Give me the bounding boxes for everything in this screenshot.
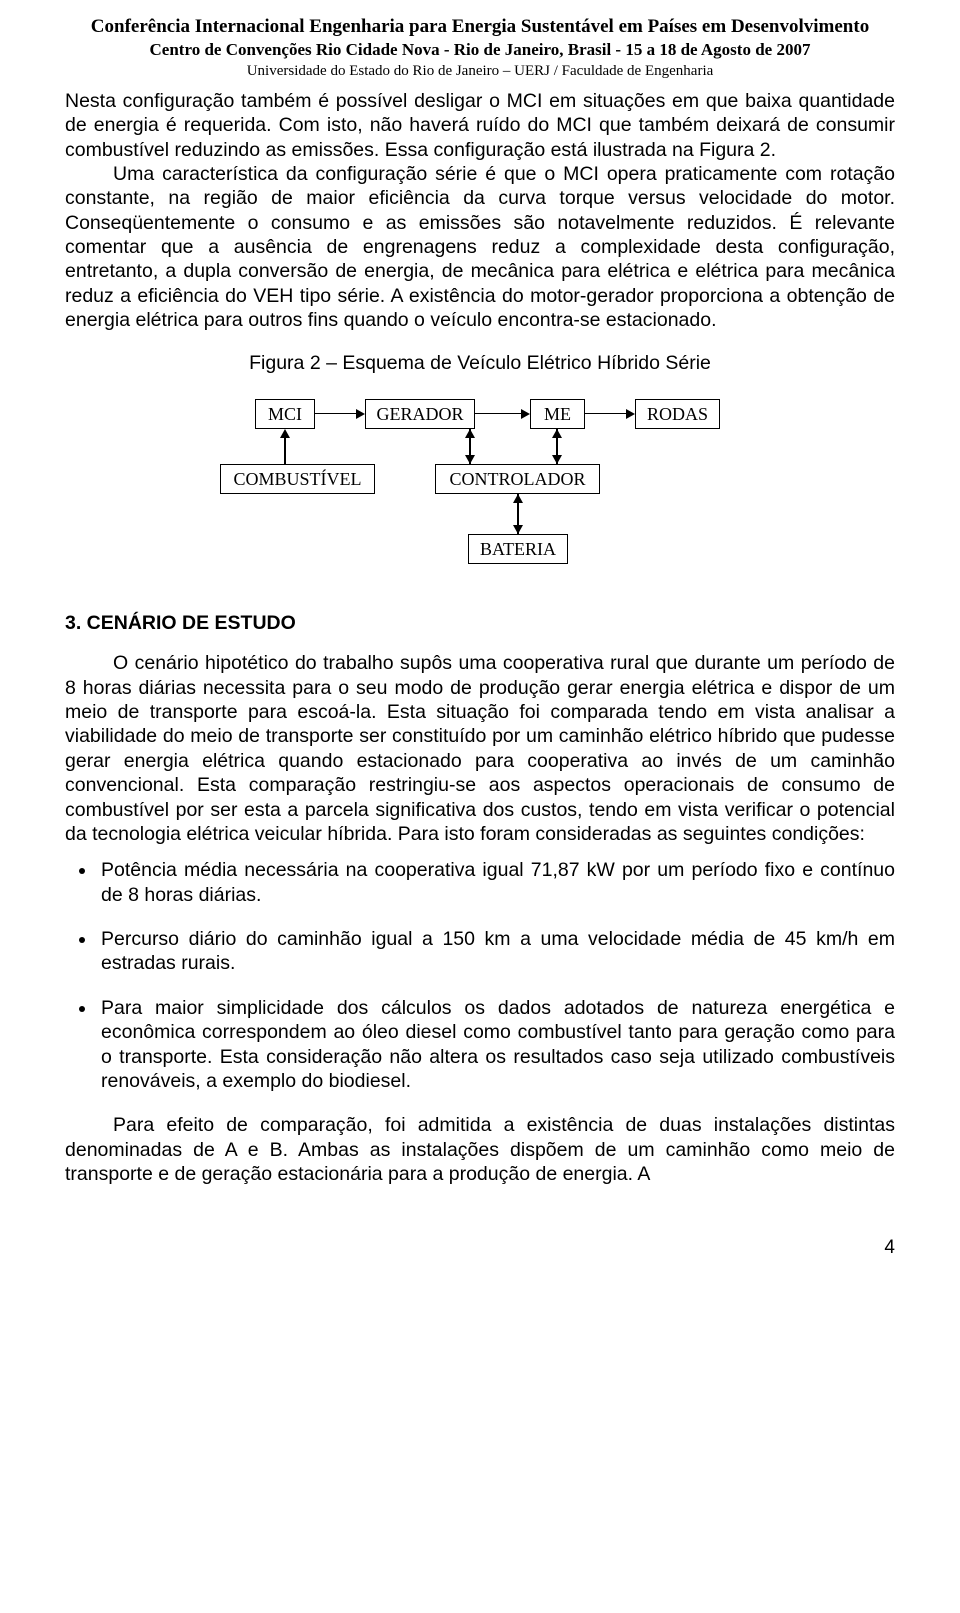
paragraph-intro: Nesta configuração também é possível des… bbox=[65, 89, 895, 162]
conference-header: Conferência Internacional Engenharia par… bbox=[65, 15, 895, 81]
list-item: Potência média necessária na cooperativa… bbox=[97, 858, 895, 907]
section-3-title: 3. CENÁRIO DE ESTUDO bbox=[65, 611, 895, 635]
diagram-box-me: ME bbox=[530, 399, 585, 429]
arrow-icon bbox=[552, 429, 562, 438]
arrow-icon bbox=[521, 409, 530, 419]
page-number: 4 bbox=[65, 1236, 895, 1260]
figure-2-diagram: MCI GERADOR ME RODAS COMBUSTÍVEL CONTROL… bbox=[220, 389, 740, 589]
last-paragraph: Para efeito de comparação, foi admitida … bbox=[65, 1113, 895, 1186]
arrow-icon bbox=[356, 409, 365, 419]
arrow-icon bbox=[513, 525, 523, 534]
paragraph-characteristic: Uma característica da configuração série… bbox=[65, 162, 895, 333]
header-university: Universidade do Estado do Rio de Janeiro… bbox=[65, 62, 895, 81]
list-item: Para maior simplicidade dos cálculos os … bbox=[97, 996, 895, 1094]
diagram-box-bateria: BATERIA bbox=[468, 534, 568, 564]
diagram-line bbox=[475, 413, 522, 415]
diagram-line bbox=[315, 413, 357, 415]
diagram-box-mci: MCI bbox=[255, 399, 315, 429]
conditions-list: Potência média necessária na cooperativa… bbox=[65, 858, 895, 1093]
diagram-box-controlador: CONTROLADOR bbox=[435, 464, 600, 494]
arrow-icon bbox=[465, 429, 475, 438]
diagram-line bbox=[284, 438, 286, 464]
arrow-icon bbox=[465, 455, 475, 464]
arrow-icon bbox=[280, 429, 290, 438]
arrow-icon bbox=[552, 455, 562, 464]
arrow-icon bbox=[626, 409, 635, 419]
diagram-box-gerador: GERADOR bbox=[365, 399, 475, 429]
diagram-box-combustivel: COMBUSTÍVEL bbox=[220, 464, 375, 494]
diagram-line bbox=[585, 413, 627, 415]
arrow-icon bbox=[513, 494, 523, 503]
diagram-box-rodas: RODAS bbox=[635, 399, 720, 429]
section-3-paragraph: O cenário hipotético do trabalho supôs u… bbox=[65, 651, 895, 846]
list-item: Percurso diário do caminhão igual a 150 … bbox=[97, 927, 895, 976]
header-title: Conferência Internacional Engenharia par… bbox=[65, 15, 895, 39]
figure-caption: Figura 2 – Esquema de Veículo Elétrico H… bbox=[65, 351, 895, 375]
header-venue: Centro de Convenções Rio Cidade Nova - R… bbox=[65, 39, 895, 60]
